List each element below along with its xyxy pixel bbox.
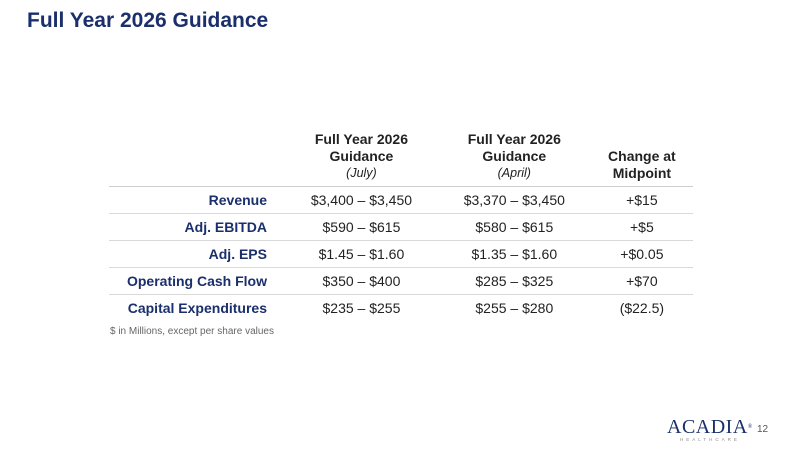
- row-label: Capital Expenditures: [109, 294, 285, 321]
- page-number: 12: [757, 424, 769, 435]
- logo-tagline: HEALTHCARE: [679, 437, 740, 442]
- header-july-line1: Full Year 2026: [314, 131, 408, 147]
- header-april: Full Year 2026 Guidance (April): [438, 131, 591, 187]
- cell-change: +$70: [590, 267, 693, 295]
- table-row: Revenue $3,400 – $3,450 $3,370 – $3,450 …: [109, 186, 693, 214]
- guidance-table: Full Year 2026 Guidance (July) Full Year…: [109, 131, 693, 321]
- acadia-logo: ACADIA® HEALTHCARE: [667, 416, 753, 442]
- header-july: Full Year 2026 Guidance (July): [285, 131, 438, 187]
- logo-name: ACADIA: [667, 416, 748, 438]
- header-july-line2: Guidance: [329, 148, 394, 164]
- cell-july: $350 – $400: [285, 267, 438, 295]
- logo-wordmark: ACADIA®: [667, 416, 753, 438]
- header-change-line1: Change at: [608, 148, 676, 164]
- table-row: Capital Expenditures $235 – $255 $255 – …: [109, 294, 693, 321]
- cell-july: $1.45 – $1.60: [285, 240, 438, 268]
- cell-april: $580 – $615: [437, 213, 591, 241]
- header-april-line1: Full Year 2026: [467, 131, 561, 147]
- cell-change: +$0.05: [590, 240, 693, 268]
- table-row: Adj. EPS $1.45 – $1.60 $1.35 – $1.60 +$0…: [109, 240, 693, 268]
- table-header-row: Full Year 2026 Guidance (July) Full Year…: [109, 131, 693, 187]
- row-label: Operating Cash Flow: [109, 267, 285, 295]
- cell-july: $3,400 – $3,450: [285, 186, 438, 214]
- row-label: Adj. EPS: [109, 240, 285, 268]
- logo-registered-mark: ®: [747, 424, 753, 430]
- cell-july: $590 – $615: [285, 213, 438, 241]
- header-july-sub: (July): [346, 166, 377, 180]
- header-change-line2: Midpoint: [612, 165, 672, 181]
- footnote: $ in Millions, except per share values: [110, 326, 274, 337]
- cell-april: $285 – $325: [437, 267, 591, 295]
- page-title: Full Year 2026 Guidance: [27, 9, 269, 32]
- cell-april: $1.35 – $1.60: [437, 240, 591, 268]
- table-row: Operating Cash Flow $350 – $400 $285 – $…: [109, 267, 693, 295]
- header-empty-cell: [109, 131, 285, 187]
- header-april-line2: Guidance: [482, 148, 547, 164]
- cell-change: ($22.5): [590, 294, 693, 321]
- cell-april: $255 – $280: [437, 294, 591, 321]
- table-row: Adj. EBITDA $590 – $615 $580 – $615 +$5: [109, 213, 693, 241]
- cell-change: +$15: [590, 186, 693, 214]
- cell-july: $235 – $255: [285, 294, 438, 321]
- header-change: Change at Midpoint: [591, 131, 693, 187]
- row-label: Adj. EBITDA: [109, 213, 285, 241]
- cell-april: $3,370 – $3,450: [437, 186, 591, 214]
- header-april-sub: (April): [497, 166, 531, 180]
- row-label: Revenue: [109, 186, 285, 214]
- cell-change: +$5: [590, 213, 693, 241]
